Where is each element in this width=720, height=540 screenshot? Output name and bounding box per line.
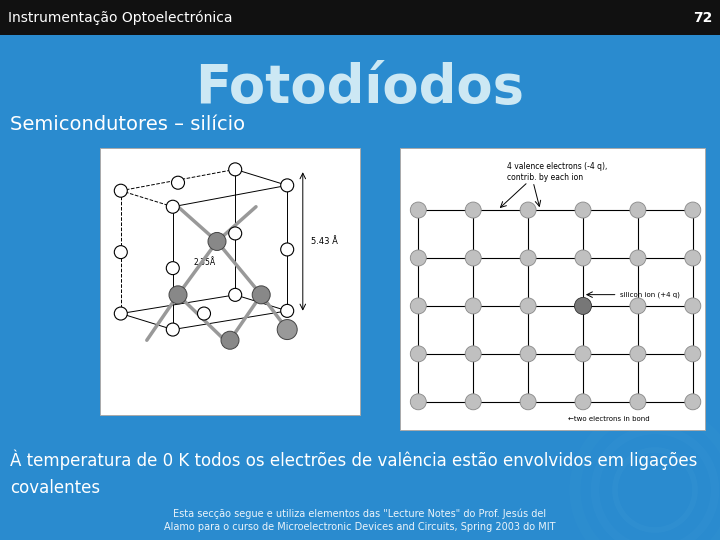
- Circle shape: [229, 288, 242, 301]
- Circle shape: [685, 346, 701, 362]
- Circle shape: [575, 202, 591, 218]
- Circle shape: [166, 323, 179, 336]
- Circle shape: [166, 262, 179, 275]
- Circle shape: [685, 298, 701, 314]
- Circle shape: [114, 307, 127, 320]
- Circle shape: [114, 184, 127, 197]
- Text: ←two electrons in bond: ←two electrons in bond: [568, 416, 649, 422]
- Circle shape: [281, 243, 294, 256]
- Text: 2.35Å: 2.35Å: [194, 258, 216, 267]
- Bar: [100, 148, 360, 415]
- Circle shape: [575, 394, 591, 410]
- Circle shape: [520, 346, 536, 362]
- Circle shape: [410, 202, 426, 218]
- Circle shape: [630, 346, 646, 362]
- Circle shape: [114, 246, 127, 259]
- Circle shape: [630, 298, 646, 314]
- Circle shape: [520, 298, 536, 314]
- Circle shape: [169, 286, 187, 304]
- Circle shape: [465, 394, 481, 410]
- Circle shape: [630, 202, 646, 218]
- Text: Semicondutores – silício: Semicondutores – silício: [10, 116, 245, 134]
- Circle shape: [520, 394, 536, 410]
- Circle shape: [685, 202, 701, 218]
- Circle shape: [465, 298, 481, 314]
- Circle shape: [630, 394, 646, 410]
- Bar: [400, 148, 705, 430]
- Circle shape: [281, 305, 294, 318]
- Circle shape: [410, 250, 426, 266]
- Circle shape: [575, 346, 591, 362]
- Text: silicon ion (+4 q): silicon ion (+4 q): [620, 292, 680, 298]
- Circle shape: [208, 232, 226, 251]
- Circle shape: [410, 394, 426, 410]
- Text: 4 valence electrons (-4 q),
contrib. by each ion: 4 valence electrons (-4 q), contrib. by …: [507, 162, 607, 182]
- Circle shape: [410, 346, 426, 362]
- Circle shape: [197, 307, 210, 320]
- Circle shape: [465, 346, 481, 362]
- Circle shape: [520, 250, 536, 266]
- Text: 72: 72: [693, 10, 712, 24]
- Circle shape: [171, 176, 184, 189]
- Circle shape: [281, 179, 294, 192]
- Circle shape: [630, 250, 646, 266]
- Text: Fotodíodos: Fotodíodos: [196, 62, 524, 114]
- Circle shape: [465, 202, 481, 218]
- Text: 5.43 Å: 5.43 Å: [310, 237, 338, 246]
- Circle shape: [229, 163, 242, 176]
- Circle shape: [410, 298, 426, 314]
- Circle shape: [575, 298, 592, 314]
- Circle shape: [575, 250, 591, 266]
- Circle shape: [252, 286, 270, 304]
- Text: Esta secção segue e utiliza elementos das "Lecture Notes" do Prof. Jesús del
Ala: Esta secção segue e utiliza elementos da…: [164, 508, 556, 532]
- Text: Instrumentação Optoelectrónica: Instrumentação Optoelectrónica: [8, 10, 233, 25]
- Circle shape: [221, 331, 239, 349]
- Bar: [0, 0, 720, 35]
- Text: À temperatura de 0 K todos os electrões de valência estão envolvidos em ligações: À temperatura de 0 K todos os electrões …: [10, 450, 698, 497]
- Circle shape: [685, 394, 701, 410]
- Circle shape: [166, 200, 179, 213]
- Circle shape: [685, 250, 701, 266]
- Circle shape: [465, 250, 481, 266]
- Circle shape: [229, 227, 242, 240]
- Circle shape: [277, 320, 297, 340]
- Circle shape: [520, 202, 536, 218]
